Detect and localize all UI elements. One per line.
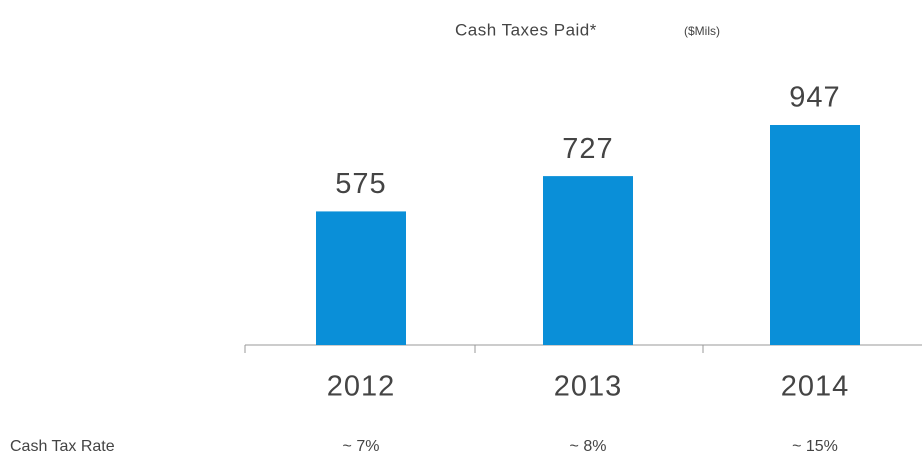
chart-subtitle: ($Mils) [684,24,720,38]
chart-title: Cash Taxes Paid* [455,20,597,39]
value-label: 575 [335,168,386,200]
row-value: ~ 8% [570,438,607,455]
row-value: ~ 7% [343,438,380,455]
x-tick-label: 2012 [327,371,396,403]
value-label: 947 [789,82,840,114]
x-tick-label: 2013 [554,371,623,403]
row-value: ~ 15% [792,438,838,455]
bar [316,211,406,345]
bar [770,125,860,345]
bar [543,176,633,345]
x-tick-label: 2014 [781,371,850,403]
value-label: 727 [562,133,613,165]
row-label: Cash Tax Rate [10,438,115,455]
